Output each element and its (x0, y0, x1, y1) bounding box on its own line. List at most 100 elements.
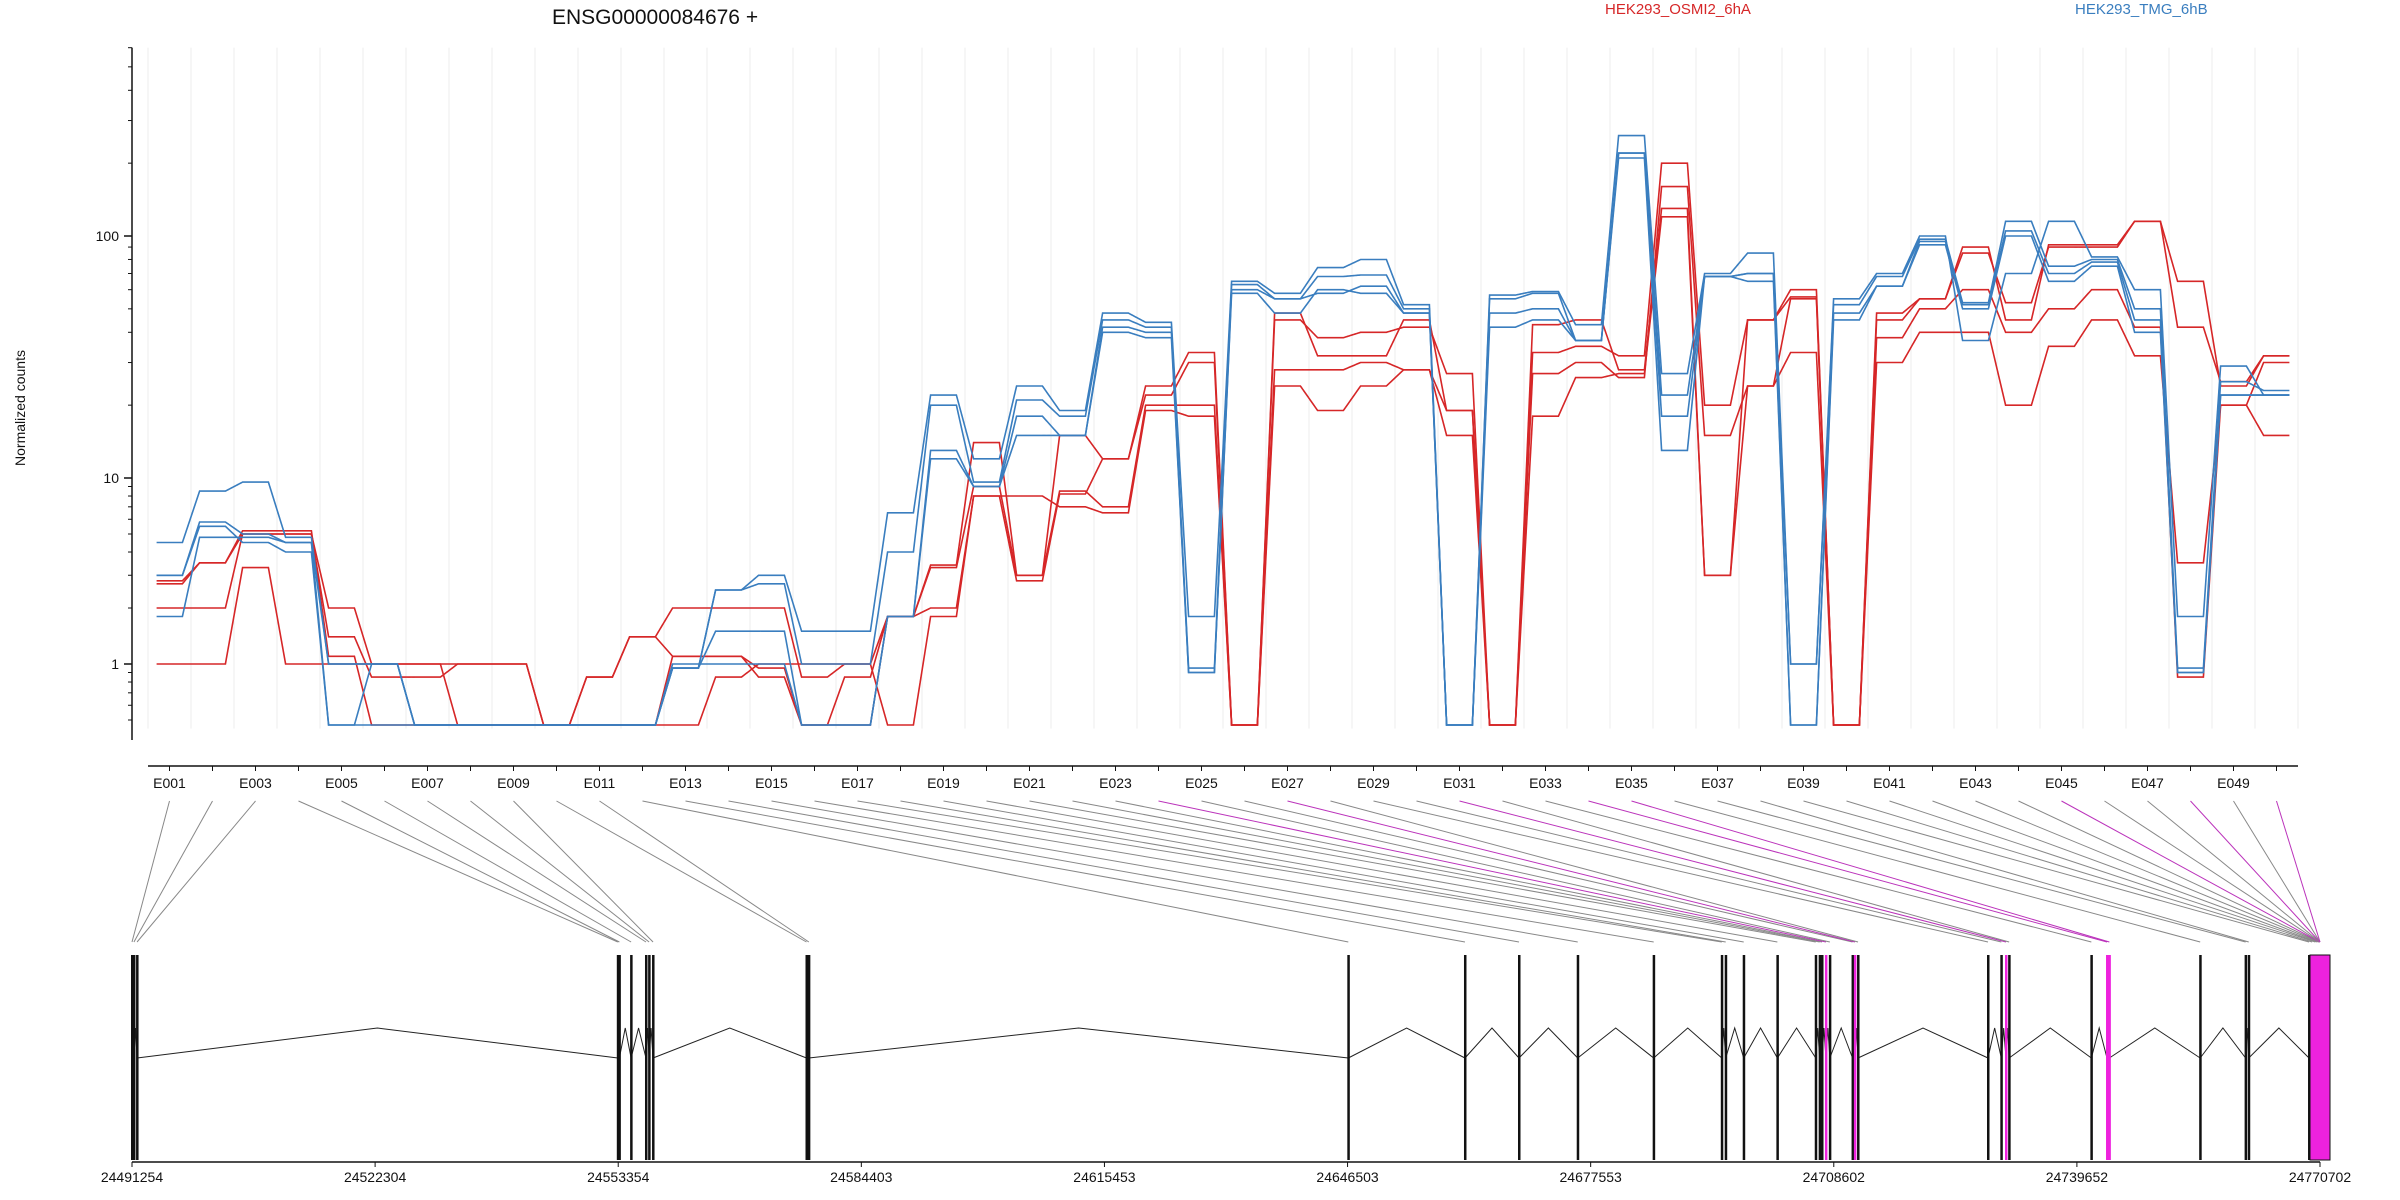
exon-connector (1416, 800, 2002, 943)
series-connector (1858, 276, 1878, 305)
series-connector (955, 442, 975, 566)
exon-connector (1717, 800, 2246, 943)
series-connector (268, 542, 286, 553)
series-connector (2245, 404, 2265, 436)
series-connector (741, 574, 759, 591)
exon-block (1652, 955, 1656, 1160)
series-connector (1858, 273, 1878, 300)
gridlines (147, 47, 2299, 729)
intron (1743, 1026, 1778, 1059)
exon-block (2199, 955, 2202, 1160)
series-connector (1170, 322, 1190, 617)
series-connector (1729, 319, 1749, 576)
series-connector (741, 655, 759, 678)
exon-connector (642, 800, 1349, 943)
exon-tick-label: E037 (1701, 775, 1734, 791)
series-connector (783, 583, 803, 665)
series-connector (955, 495, 975, 617)
coord-tick-label: 24522304 (344, 1169, 407, 1185)
series-connector (1515, 308, 1533, 314)
intron (1653, 1027, 1723, 1059)
series-connector (1901, 332, 1921, 363)
series-connector (741, 663, 759, 678)
exon-block (2247, 955, 2251, 1160)
exon-connector (341, 800, 620, 943)
exon-block (1742, 955, 1746, 1160)
legend-entry-tmg: HEK293_TMG_6hB (2075, 1, 2208, 18)
exon-block (2309, 954, 2331, 1161)
series-connector (1343, 274, 1361, 278)
exon-tick-label: E031 (1443, 775, 1476, 791)
series-connector (1772, 352, 1792, 387)
exon-block (2308, 955, 2311, 1160)
series-connector (1386, 326, 1404, 333)
series-connector (1987, 252, 2007, 303)
series-connector (1515, 319, 1533, 328)
exon-block (1463, 955, 1467, 1160)
exon-connector (2018, 800, 2320, 943)
series-connector (741, 583, 759, 591)
exon-block (1518, 955, 1521, 1160)
intron (2248, 1027, 2310, 1059)
exon-connector (986, 800, 1778, 943)
intron (1464, 1027, 1520, 1059)
series-connector (1128, 326, 1146, 333)
series-connector (225, 481, 243, 492)
series-connector (1257, 289, 1275, 300)
exon-connector (136, 800, 256, 943)
series-connector (2159, 332, 2179, 673)
exon-connector (1459, 800, 2007, 943)
intron (136, 1027, 618, 1059)
series-connector (998, 416, 1018, 487)
exon-block (2090, 955, 2093, 1160)
series-connector (913, 607, 931, 617)
series-connector (1729, 385, 1749, 436)
series-connector (2030, 244, 2050, 321)
series-connector (998, 495, 1018, 581)
series-connector (697, 589, 717, 669)
series-connector (1343, 289, 1361, 294)
exon-block (1853, 955, 1857, 1160)
intron (652, 1027, 807, 1059)
exon-tick-label: E009 (497, 775, 530, 791)
exon-block (618, 955, 621, 1160)
series-connector (654, 607, 674, 638)
genomic-coordinate-axis: 24491254 24522304 24553354 24584403 24615453… (101, 1161, 2351, 1185)
series-connector (1170, 337, 1190, 673)
intron (618, 1027, 632, 1059)
series-connector (1127, 405, 1147, 507)
series-connector (2074, 261, 2092, 274)
series-connector (1902, 298, 1920, 314)
exon-connector (1158, 800, 1827, 943)
series-connector (1213, 281, 1233, 617)
series-connector (2202, 327, 2222, 382)
series-connector (697, 676, 717, 726)
series-connector (1901, 241, 1921, 287)
series-line-8 (156, 157, 2290, 726)
series-connector (353, 663, 373, 726)
series-connector (697, 631, 717, 669)
series-connector (268, 536, 286, 543)
exon-block (805, 955, 808, 1160)
series-connector (182, 562, 200, 585)
exon-connector (1975, 800, 2319, 943)
series-connector (1643, 157, 1663, 451)
series-connector (1772, 273, 1792, 726)
series-connector (1471, 373, 1491, 726)
series-connector (1557, 377, 1577, 417)
exon-block (1776, 955, 1779, 1160)
series-connector (1257, 292, 1275, 314)
series-connector (1084, 458, 1104, 495)
series-connector (826, 676, 846, 726)
exon-tick-label: E013 (669, 775, 702, 791)
exon-connector (298, 800, 619, 943)
series-connector (2116, 261, 2136, 321)
series-connector (1858, 286, 1878, 321)
exon-connector (1373, 800, 1989, 943)
series-connector (2159, 221, 2179, 328)
exon-tick-label: E003 (239, 775, 272, 791)
series-connector (912, 616, 932, 726)
intron (630, 1027, 647, 1059)
series-connector (783, 631, 803, 726)
